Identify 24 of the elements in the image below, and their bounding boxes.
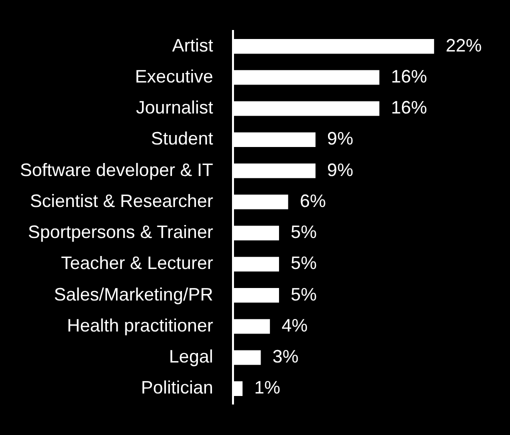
y-tick-label: Student (151, 128, 214, 149)
data-label: 4% (282, 315, 308, 336)
data-label: 9% (327, 160, 354, 180)
y-tick-label: Legal (169, 346, 214, 366)
y-tick-label: Teacher & Lecturer (61, 253, 214, 274)
y-tick-label: Sales/Marketing/PR (54, 284, 214, 304)
data-label: 3% (272, 346, 298, 366)
data-label: 22% (446, 35, 482, 56)
y-tick-label: Artist (172, 35, 214, 56)
y-tick-label: Scientist & Researcher (30, 190, 214, 211)
data-label: 5% (290, 253, 317, 274)
y-tick-label: Sportpersons & Trainer (28, 222, 214, 242)
y-tick-label: Executive (135, 66, 214, 86)
data-label: 6% (300, 190, 326, 211)
data-label: 9% (327, 128, 354, 149)
data-label: 5% (290, 284, 317, 304)
data-label: 16% (391, 98, 428, 118)
data-label: 5% (290, 222, 317, 242)
data-label: 16% (391, 66, 428, 86)
y-tick-label: Politician (141, 378, 214, 398)
y-tick-label: Journalist (136, 98, 214, 118)
y-tick-label: Software developer & IT (20, 160, 214, 180)
data-label: 1% (254, 378, 280, 398)
y-tick-label: Health practitioner (67, 315, 214, 336)
